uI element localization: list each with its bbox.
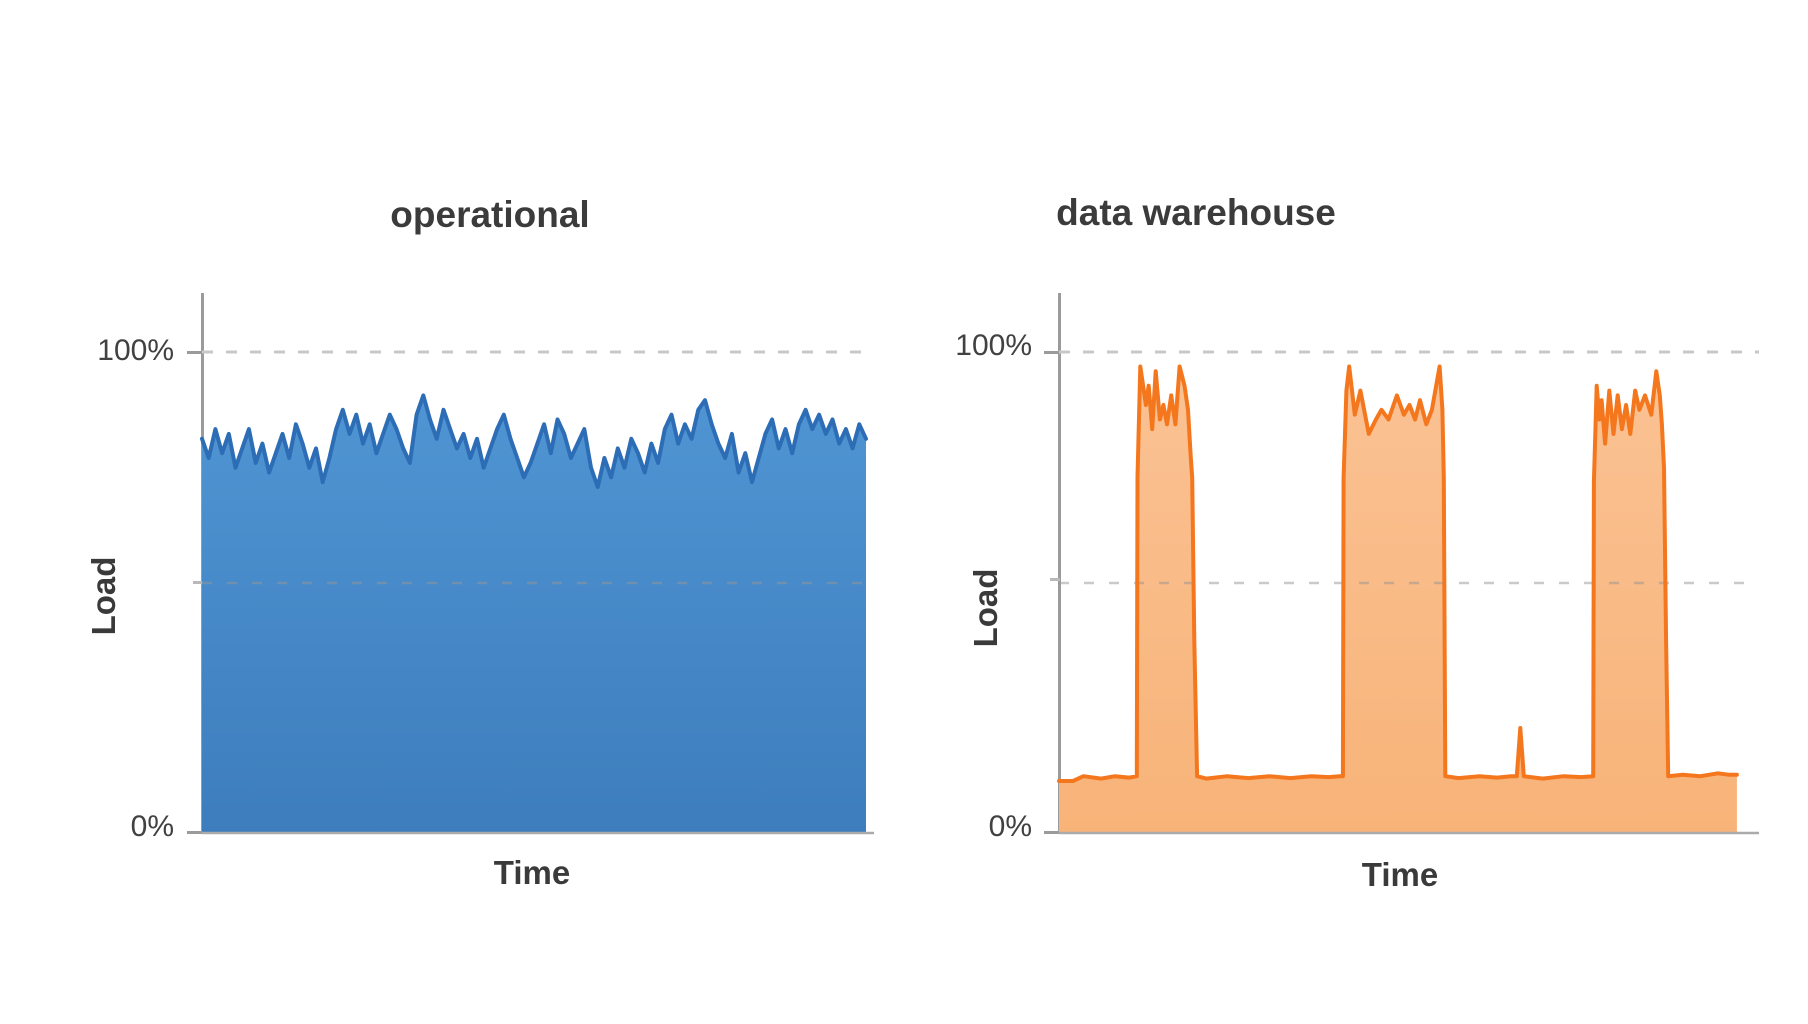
y-axis-label: Load (967, 568, 1004, 648)
x-axis-label: Time (493, 854, 571, 891)
y-axis-tick-0 (1044, 831, 1060, 834)
y-axis-tick-50 (1050, 578, 1060, 581)
ytick-label-0: 0% (988, 810, 1032, 843)
y-axis-line (1058, 293, 1061, 834)
y-axis-tick-100 (187, 351, 203, 354)
y-axis-tick-50 (193, 581, 203, 584)
y-axis-tick-0 (187, 831, 203, 834)
x-axis-label: Time (1361, 856, 1439, 893)
ytick-label-100: 100% (955, 329, 1032, 362)
y-axis-tick-100 (1044, 351, 1060, 354)
ytick-label-0: 0% (130, 810, 174, 843)
plot-area-operational (200, 350, 874, 835)
chart-title-data-warehouse: data warehouse (1056, 192, 1336, 233)
plot-area-data-warehouse (1057, 350, 1759, 835)
chart-title-operational: operational (390, 194, 590, 235)
ytick-label-100: 100% (97, 334, 174, 367)
